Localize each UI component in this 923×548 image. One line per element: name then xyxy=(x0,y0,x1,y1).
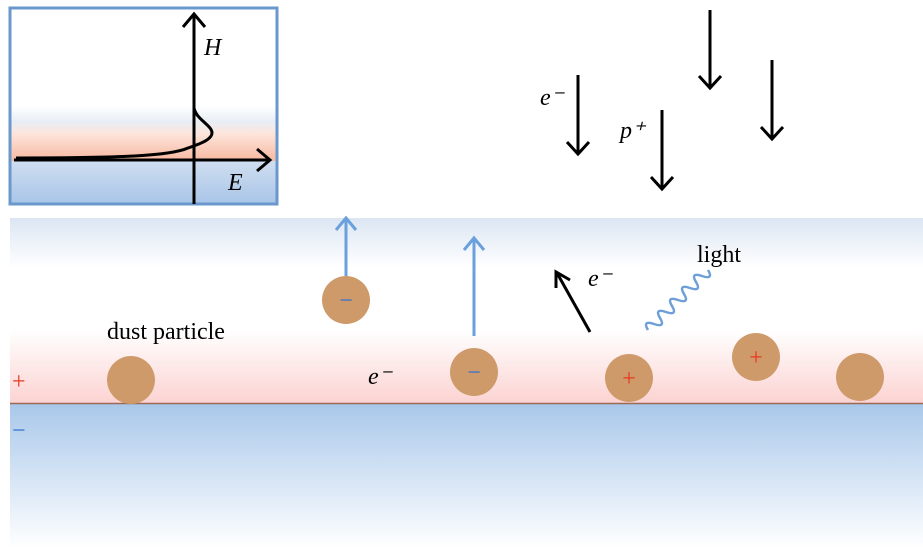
particle-charge: + xyxy=(622,366,636,392)
dust-particle-label: dust particle xyxy=(107,319,225,345)
electron-label: e⁻ xyxy=(368,364,394,390)
dust-particle xyxy=(107,356,155,404)
particle-charge: − xyxy=(467,360,481,386)
surface-minus: − xyxy=(12,418,26,444)
surface-plus: + xyxy=(12,369,26,395)
proton-label: p⁺ xyxy=(618,118,647,144)
inset-x-label: E xyxy=(227,170,243,196)
particle-charge: − xyxy=(339,288,353,314)
light-wave xyxy=(646,270,710,330)
electron-label: e⁻ xyxy=(540,85,566,111)
inset-y-label: H xyxy=(203,35,223,61)
ground xyxy=(10,404,923,548)
diagram: H E − − + + e⁻ p⁺ light e⁻ e⁻ dust particle… xyxy=(0,0,923,548)
upper-layer xyxy=(10,218,923,268)
particle-charge: + xyxy=(749,345,763,371)
dust-particle xyxy=(836,353,884,401)
electron-label: e⁻ xyxy=(588,266,614,292)
light-label: light xyxy=(697,242,741,268)
